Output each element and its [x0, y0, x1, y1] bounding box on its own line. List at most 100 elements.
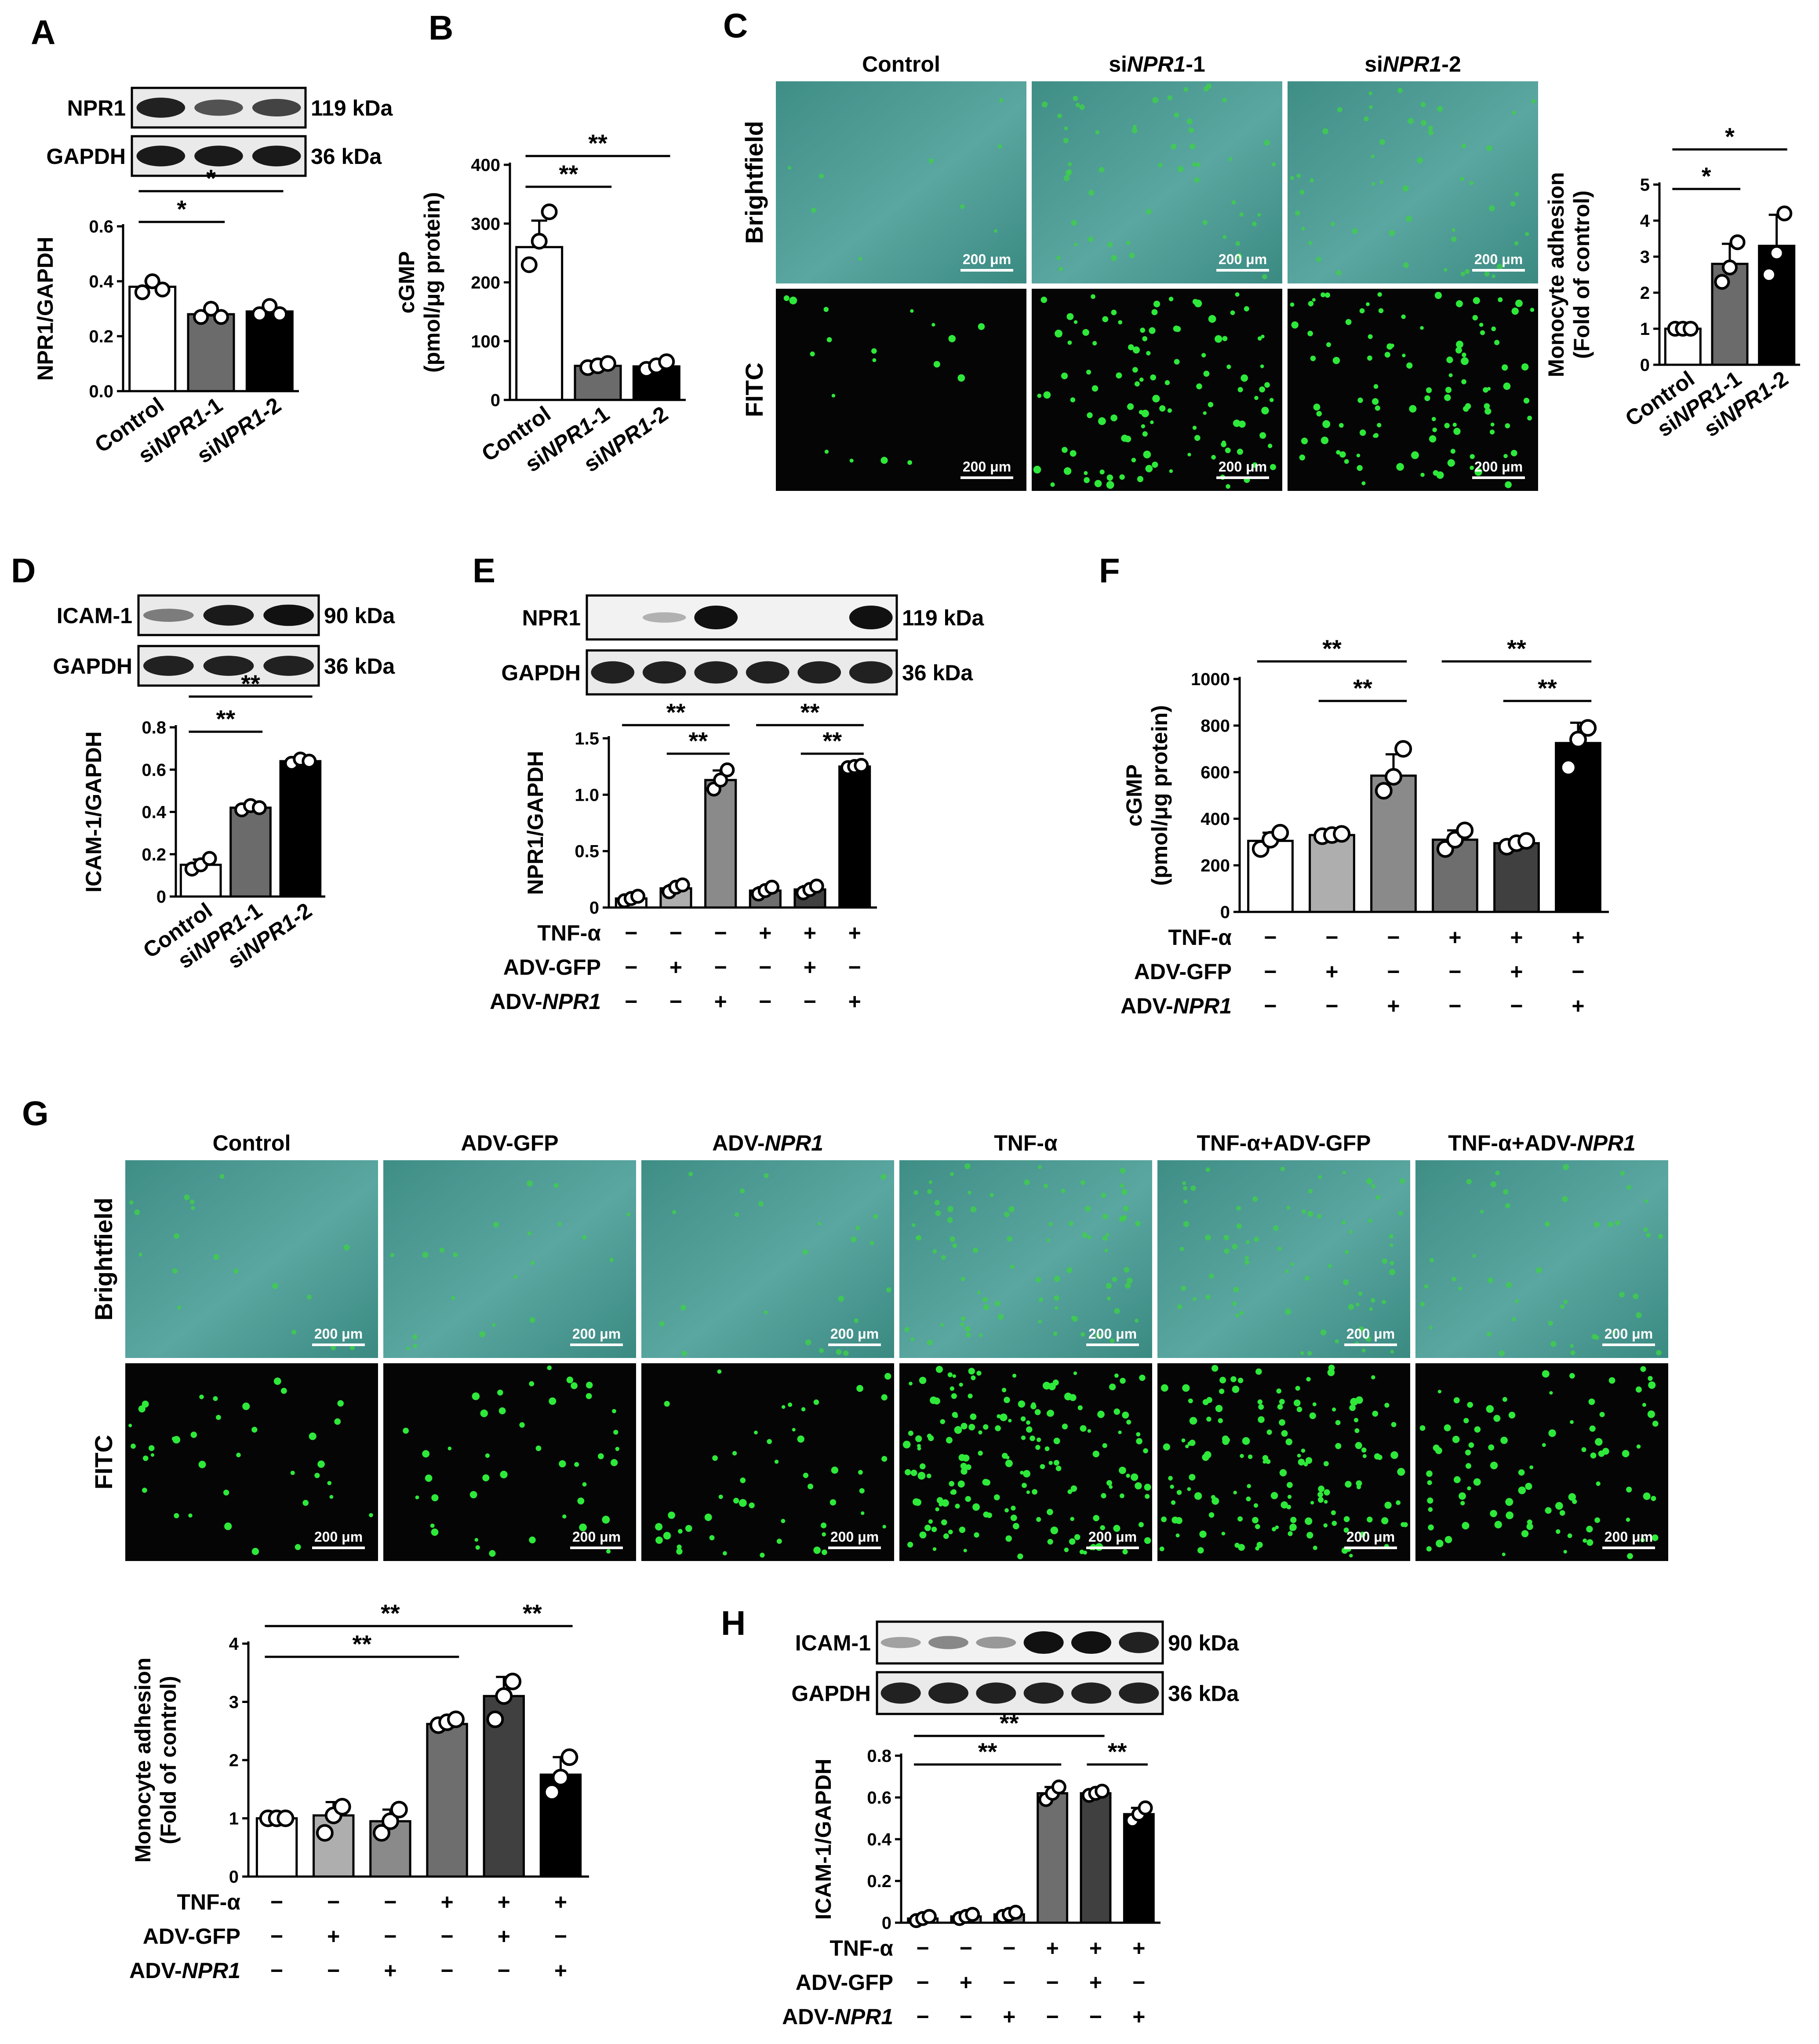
data-point	[276, 1809, 295, 1827]
y-axis-label: ICAM-1/GAPDH	[81, 731, 106, 893]
treatment-sign: −	[1387, 959, 1400, 984]
treatment-sign: −	[270, 1890, 283, 1914]
treatment-sign: +	[759, 921, 771, 945]
significance-marker: *	[177, 195, 186, 223]
micrograph-row-label: FITC	[90, 1435, 117, 1489]
blot-protein-label: NPR1	[522, 606, 581, 630]
data-point	[251, 306, 268, 322]
brightfield-image: 200 μm	[776, 81, 1026, 283]
significance-marker: **	[978, 1738, 997, 1765]
y-tick-label: 2	[229, 1751, 239, 1770]
data-point	[193, 309, 209, 325]
treatment-sign: −	[1264, 925, 1277, 950]
blot-strip	[586, 649, 898, 696]
significance-marker: *	[1725, 123, 1735, 150]
blot-band	[143, 609, 194, 622]
data-point	[144, 273, 160, 289]
y-tick-label: 200	[1201, 856, 1230, 875]
y-tick-label: 0.5	[575, 842, 599, 861]
blot-band	[1023, 1682, 1064, 1704]
data-point	[1682, 321, 1699, 337]
blot-band	[642, 612, 686, 623]
blot-band	[849, 606, 893, 629]
significance-marker: **	[1322, 635, 1342, 662]
significance-marker: **	[588, 129, 608, 157]
data-point	[764, 879, 780, 895]
y-tick-label: 0	[1640, 356, 1650, 375]
data-point	[262, 298, 278, 314]
significance-marker: **	[1108, 1738, 1127, 1765]
micrograph-column-label: ADV-GFP	[461, 1131, 558, 1155]
treatment-sign: +	[1387, 994, 1400, 1018]
blot-protein-label: ICAM-1	[795, 1631, 871, 1656]
y-tick-label: 1	[1640, 319, 1650, 339]
y-tick-label: 0.0	[89, 382, 113, 401]
blot-protein-label: ICAM-1	[57, 603, 132, 628]
treatment-sign: +	[384, 1958, 397, 1983]
data-point	[251, 800, 267, 815]
blot-band	[591, 661, 635, 684]
blot-strip	[876, 1620, 1164, 1665]
y-tick-label: 300	[471, 214, 500, 234]
blot-band	[194, 145, 243, 167]
treatment-sign: +	[1003, 2004, 1015, 2029]
data-point	[381, 1812, 399, 1830]
treatment-sign: +	[1046, 1936, 1059, 1960]
data-point	[541, 203, 558, 220]
y-axis-label: ICAM-1/GAPDH	[811, 1759, 836, 1920]
data-point	[1138, 1800, 1153, 1815]
treatment-sign: −	[440, 1924, 453, 1949]
treatment-sign: −	[1448, 959, 1461, 984]
treatment-sign: +	[1448, 925, 1461, 950]
treatment-sign: +	[669, 955, 682, 980]
chart-f: 0 200 400 600 800 1000 cGMP (pmol/μg protein) **…	[1121, 635, 1609, 1018]
chart-c: 0 1 2 3 4 5 Monocyte adhesion (Fold of control)…	[1544, 123, 1800, 442]
treatment-sign: −	[1046, 2004, 1059, 2029]
image-frame	[776, 81, 1026, 283]
treatment-sign: −	[1003, 1936, 1015, 1960]
treatment-label-3: ADV-NPR1	[782, 2004, 893, 2029]
data-point	[713, 772, 728, 788]
treatment-label-1: TNF-α	[537, 921, 601, 945]
data-point	[1456, 821, 1474, 839]
treatment-sign: +	[1572, 994, 1584, 1018]
blot-d: ICAM-1 90 kDa GAPDH 36 kDa	[53, 594, 395, 687]
panel-letter-c: C	[723, 6, 748, 45]
y-tick-label: 0	[1220, 903, 1230, 922]
y-tick-label: 100	[471, 332, 500, 351]
data-point	[272, 306, 288, 322]
treatment-sign: −	[625, 989, 637, 1014]
micrograph-column-label: siNPR1-2	[1364, 52, 1461, 76]
scale-bar-label: 200 μm	[1474, 459, 1523, 475]
treatment-sign: −	[1003, 1970, 1015, 1995]
bar-3	[1758, 244, 1796, 366]
blot-band	[797, 661, 841, 684]
blot-band	[252, 145, 301, 167]
data-point	[630, 889, 646, 904]
treatment-sign: −	[625, 955, 637, 980]
brightfield-image: 200 μm	[383, 1160, 636, 1358]
scale-bar-label: 200 μm	[1474, 251, 1523, 267]
scale-bar-label: 200 μm	[1346, 1326, 1395, 1342]
bar-3	[279, 760, 322, 898]
blot-band	[194, 99, 243, 116]
y-tick-label: 1	[229, 1809, 239, 1829]
treatment-sign: −	[960, 2004, 972, 2029]
treatment-sign: −	[1264, 994, 1277, 1018]
y-tick-label: 1.0	[575, 785, 599, 805]
panel-letter-e: E	[473, 551, 495, 590]
cell-dots	[1041, 83, 1276, 280]
significance-marker: **	[1538, 674, 1557, 702]
cell-dots	[904, 1163, 1141, 1346]
blot-size-label: 36 kDa	[324, 654, 395, 679]
blot-band	[1071, 1682, 1111, 1704]
treatment-label-3: ADV-NPR1	[1121, 994, 1232, 1018]
blot-band	[1119, 1632, 1159, 1653]
blot-band	[694, 661, 738, 684]
y-axis-label: NPR1/GAPDH	[33, 237, 58, 381]
scale-bar-label: 200 μm	[572, 1326, 621, 1342]
treatment-label-2: ADV-GFP	[503, 955, 601, 980]
significance-marker: **	[1353, 674, 1372, 702]
blot-protein-label: GAPDH	[501, 661, 581, 685]
blot-strip	[586, 594, 898, 641]
